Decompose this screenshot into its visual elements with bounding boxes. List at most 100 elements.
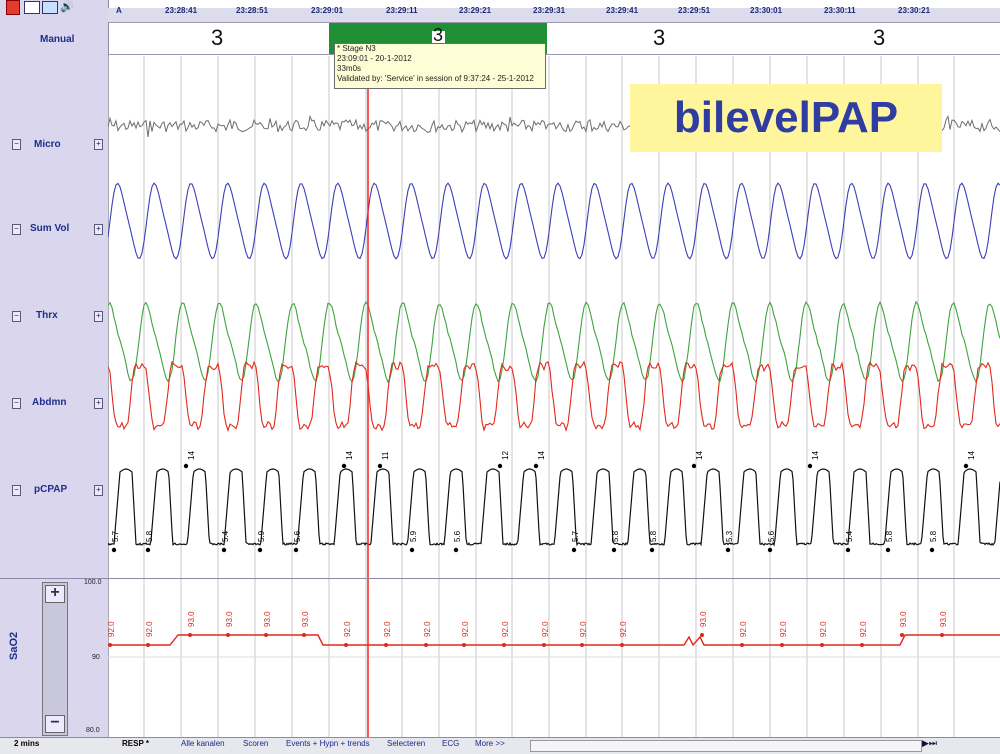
sao2-point <box>780 643 784 647</box>
pcpap-point <box>221 547 227 553</box>
sao2-point <box>860 643 864 647</box>
sao2-value-label: 93.0 <box>225 611 234 627</box>
sao2-value-label: 92.0 <box>859 621 868 637</box>
time-label: 23:29:31 <box>533 6 566 15</box>
sao2-scale-top: 100.0 <box>84 579 102 586</box>
sao2-value-label: 92.0 <box>739 621 748 637</box>
pcpap-point <box>725 547 731 553</box>
sao2-value-label: 92.0 <box>819 621 828 637</box>
sao2-value-label: 92.0 <box>108 621 116 637</box>
sao2-point <box>188 633 192 637</box>
sao2-value-label: 93.0 <box>939 611 948 627</box>
channel-label-sao2: SaO2 <box>8 631 20 660</box>
pcpap-point <box>885 547 891 553</box>
expand-button[interactable]: + <box>94 139 103 150</box>
expand-button[interactable]: + <box>94 485 103 496</box>
tab-resp[interactable]: RESP * <box>122 739 149 748</box>
collapse-button[interactable]: − <box>12 139 21 150</box>
time-axis: A 23:28:41 23:28:51 23:29:01 23:29:11 23… <box>108 6 1000 23</box>
speaker-icon[interactable]: 🔊 <box>60 0 74 13</box>
sao2-point <box>900 633 904 637</box>
sao2-scale-slider[interactable]: + − <box>42 582 68 736</box>
sao2-point <box>542 643 546 647</box>
time-label: 23:28:41 <box>165 6 198 15</box>
expand-button[interactable]: + <box>94 224 103 235</box>
channel-label-micro: Micro <box>34 139 61 150</box>
pcpap-point <box>257 547 263 553</box>
pcpap-point <box>767 547 773 553</box>
zoom-in-button[interactable]: + <box>45 585 65 603</box>
pcpap-peak-point <box>183 463 189 469</box>
sao2-value-label: 92.0 <box>145 621 154 637</box>
sao2-value-label: 92.0 <box>343 621 352 637</box>
pcpap-peak-label: 14 <box>345 451 354 460</box>
collapse-button[interactable]: − <box>12 485 21 496</box>
pcpap-peak-label: 14 <box>187 451 196 460</box>
collapse-button[interactable]: − <box>12 311 21 322</box>
tab-selecteren[interactable]: Selecteren <box>387 739 426 748</box>
tab-more[interactable]: More >> <box>475 739 505 748</box>
time-label: 23:30:21 <box>898 6 931 15</box>
sao2-point <box>344 643 348 647</box>
hypnogram-label: Manual <box>40 34 75 45</box>
zoom-label[interactable]: 2 mins <box>14 739 40 748</box>
tab-scoren[interactable]: Scoren <box>243 739 269 748</box>
sao2-value-label: 92.0 <box>383 621 392 637</box>
sao2-value-label: 92.0 <box>619 621 628 637</box>
sao2-value-label: 92.0 <box>501 621 510 637</box>
pcpap-peak-point <box>691 463 697 469</box>
collapse-button[interactable]: − <box>12 224 21 235</box>
time-label: 23:29:21 <box>459 6 492 15</box>
sao2-point <box>940 633 944 637</box>
collapse-button[interactable]: − <box>12 398 21 409</box>
pcpap-peak-label: 14 <box>967 451 976 460</box>
stage-tooltip: * Stage N3 23:09:01 - 20-1-2012 33m0s Va… <box>334 43 546 89</box>
pcpap-point <box>649 547 655 553</box>
time-label: 23:29:01 <box>311 6 344 15</box>
pcpap-value-label: 5.9 <box>257 530 266 542</box>
pcpap-point <box>409 547 415 553</box>
sao2-point <box>462 643 466 647</box>
expand-button[interactable]: + <box>94 398 103 409</box>
time-marker: A <box>116 6 122 15</box>
pcpap-trace <box>108 468 1000 547</box>
sao2-plot[interactable]: 92.0 92.0 93.0 93.0 93.0 93.0 92.0 92.0 92.0 92.0… <box>108 579 1000 737</box>
sao2-point <box>424 643 428 647</box>
channel-label-pcpap: pCPAP <box>34 484 68 495</box>
pcpap-value-label: 5.9 <box>409 530 418 542</box>
pcpap-value-label: 5.8 <box>145 530 154 542</box>
chart-icon[interactable] <box>24 1 40 14</box>
sao2-point <box>302 633 306 637</box>
red-cursor-icon[interactable] <box>6 0 20 15</box>
pcpap-value-label: 5.8 <box>649 530 658 542</box>
stage-value: 3 <box>653 25 666 50</box>
expand-button[interactable]: + <box>94 311 103 322</box>
pcpap-peak-point <box>807 463 813 469</box>
time-label: 23:29:41 <box>606 6 639 15</box>
pcpap-point <box>929 547 935 553</box>
hypnogram-row[interactable]: 3 3 3 3 <box>108 23 1000 55</box>
sao2-value-label: 92.0 <box>423 621 432 637</box>
pcpap-peak-point <box>341 463 347 469</box>
pcpap-value-label: 5.4 <box>845 530 854 542</box>
pcpap-point <box>293 547 299 553</box>
tab-alle-kanalen[interactable]: Alle kanalen <box>181 739 225 748</box>
tooltip-line: 23:09:01 - 20-1-2012 <box>337 54 412 63</box>
sao2-value-label: 92.0 <box>541 621 550 637</box>
channel-label-sumvol: Sum Vol <box>30 223 70 234</box>
sao2-value-label: 92.0 <box>461 621 470 637</box>
pcpap-peak-point <box>377 463 383 469</box>
sao2-point <box>264 633 268 637</box>
horizontal-scrollbar[interactable] <box>530 740 922 752</box>
navigate-end-icon[interactable]: ▶⏭ <box>922 739 938 749</box>
stage-value: 3 <box>433 25 444 45</box>
sao2-value-label: 92.0 <box>579 621 588 637</box>
channel-label-abdmn: Abdmn <box>32 397 67 408</box>
channel-label-thrx: Thrx <box>36 310 58 321</box>
pcpap-point <box>845 547 851 553</box>
folder-icon[interactable] <box>42 1 58 14</box>
sao2-value-label: 93.0 <box>301 611 310 627</box>
tab-ecg[interactable]: ECG <box>442 739 460 748</box>
tab-events[interactable]: Events + Hypn + trends <box>286 739 370 748</box>
zoom-out-button[interactable]: − <box>45 715 65 733</box>
